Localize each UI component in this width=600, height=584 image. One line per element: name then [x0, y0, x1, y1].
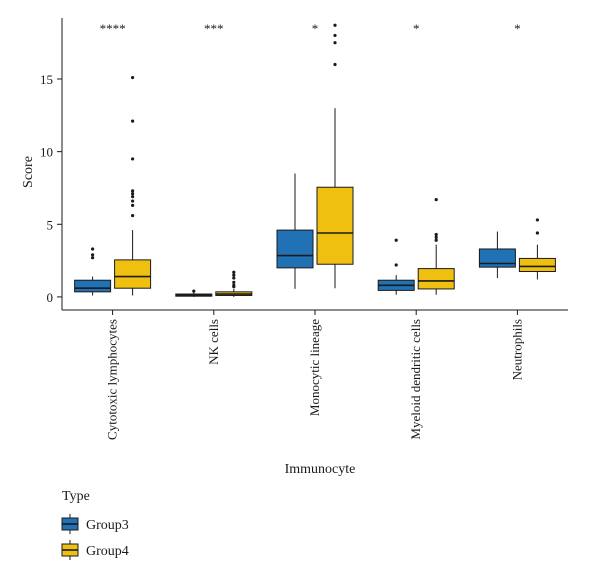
significance-labels: **** *** * * * [100, 21, 521, 36]
legend-item: Group4 [61, 540, 129, 560]
axes: 0 5 10 15 Cytotoxic lymphocytes NK cells Monoc… [40, 18, 568, 440]
outlier-point [232, 273, 236, 277]
box-group [175, 289, 213, 297]
legend: Type Group3 Group4 [61, 489, 129, 560]
outlier-point [535, 218, 540, 222]
outlier-point [434, 235, 438, 239]
box-group [417, 197, 455, 295]
outlier-point [232, 280, 236, 284]
box [417, 268, 455, 290]
significance-label: * [514, 21, 521, 36]
significance-label: *** [204, 21, 224, 36]
outlier-point [131, 119, 135, 123]
outlier-point [394, 238, 398, 242]
x-axis-label: Immunocyte [285, 462, 356, 477]
box-group [215, 270, 253, 297]
outlier-point [131, 195, 135, 199]
y-axis-label: Score [21, 156, 36, 188]
legend-item: Group3 [61, 514, 129, 534]
box [518, 257, 556, 273]
outlier-point [232, 276, 236, 280]
outlier-point [131, 157, 135, 161]
box [478, 248, 516, 268]
legend-label: Group3 [86, 518, 129, 533]
significance-label: * [312, 21, 319, 36]
box-group [114, 75, 152, 296]
outlier-point [333, 62, 337, 67]
box-group [478, 231, 516, 279]
y-tick-label: 15 [40, 72, 53, 87]
outlier-point [91, 247, 95, 251]
legend-title: Type [62, 489, 90, 504]
outlier-point [434, 197, 438, 202]
outlier-point [434, 238, 438, 242]
outlier-point [333, 41, 337, 45]
x-tick-label: Myeloid dendritic cells [408, 319, 423, 440]
outlier-point [131, 192, 135, 196]
significance-label: * [413, 21, 420, 36]
y-tick-label: 0 [47, 290, 54, 305]
outlier-point [131, 203, 135, 208]
box-group [316, 23, 354, 289]
outlier-point [131, 189, 135, 193]
significance-label: **** [100, 21, 126, 36]
outlier-point [91, 253, 95, 257]
outlier-point [192, 289, 196, 293]
box-group [377, 238, 415, 295]
legend-label: Group4 [86, 544, 129, 559]
outlier-point [131, 199, 135, 203]
outlier-point [91, 256, 95, 260]
box [276, 229, 314, 269]
box [74, 279, 112, 293]
outlier-point [394, 263, 398, 267]
outlier-point [131, 75, 135, 80]
box-series [74, 23, 556, 297]
axis-labels: Score Immunocyte [21, 156, 355, 477]
x-tick-label: Monocytic lineage [307, 319, 322, 416]
box-group [276, 173, 314, 289]
y-tick-label: 5 [47, 217, 54, 232]
outlier-point [535, 231, 540, 235]
x-tick-label: NK cells [206, 319, 221, 365]
outlier-point [232, 283, 236, 287]
box-group [518, 218, 556, 280]
outlier-point [131, 213, 135, 218]
y-tick-label: 10 [40, 145, 53, 160]
box [114, 259, 152, 289]
outlier-point [333, 23, 337, 27]
x-tick-label: Cytotoxic lymphocytes [105, 319, 120, 440]
outlier-point [232, 270, 236, 274]
box-group [74, 247, 112, 296]
outlier-point [434, 232, 438, 237]
x-tick-label: Neutrophils [509, 319, 524, 380]
outlier-point [333, 33, 337, 38]
box [316, 186, 354, 265]
